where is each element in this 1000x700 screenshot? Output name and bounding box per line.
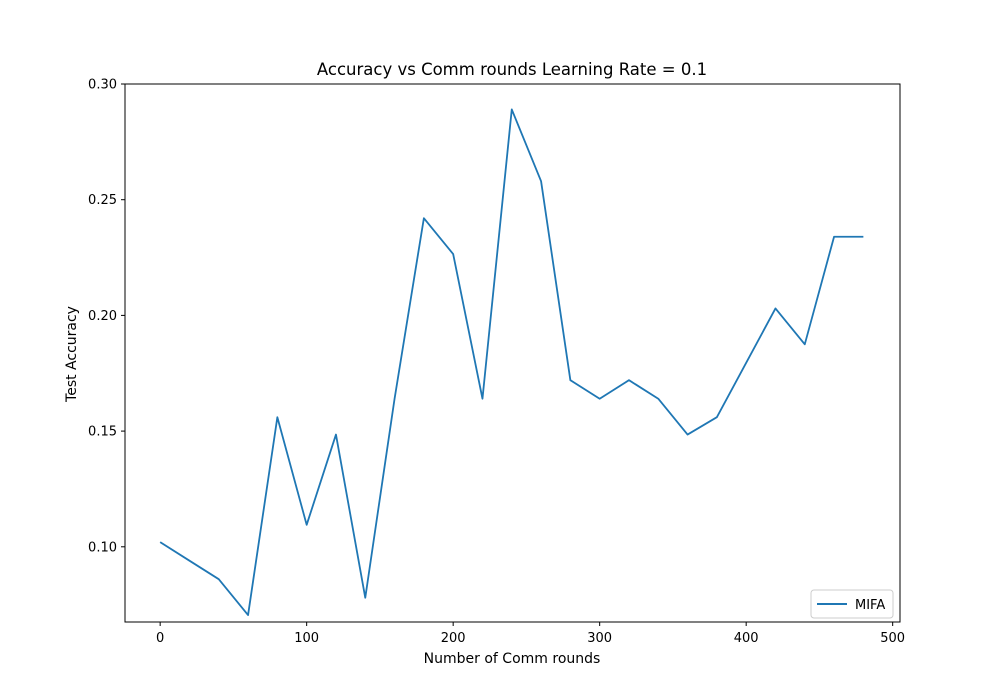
y-tick-label-0.10: 0.10 [88, 540, 117, 555]
x-tick-label-100: 100 [294, 631, 319, 646]
y-tick-label-0.15: 0.15 [88, 425, 117, 440]
y-tick-label-0.20: 0.20 [88, 309, 117, 324]
x-tick-label-400: 400 [734, 631, 759, 646]
chart-title: Accuracy vs Comm rounds Learning Rate = … [317, 60, 707, 79]
legend-box [810, 589, 894, 619]
y-tick-label-0.30: 0.30 [88, 78, 117, 93]
legend-label-mifa: MIFA [855, 598, 885, 613]
y-tick-label-0.25: 0.25 [88, 193, 117, 208]
x-tick-label-200: 200 [441, 631, 466, 646]
legend: MIFA [810, 589, 894, 619]
series-line-mifa [159, 108, 864, 616]
axes-frame [124, 83, 901, 623]
x-tick-label-300: 300 [587, 631, 612, 646]
x-tick-label-0: 0 [156, 631, 164, 646]
y-axis-label: Test Accuracy [64, 306, 80, 403]
plot-area: 0 100 200 300 400 500 0.10 0.15 0.20 0.25 0.30 [88, 78, 905, 647]
x-axis-label: Number of Comm rounds [424, 651, 601, 667]
x-tick-label-500: 500 [880, 631, 905, 646]
